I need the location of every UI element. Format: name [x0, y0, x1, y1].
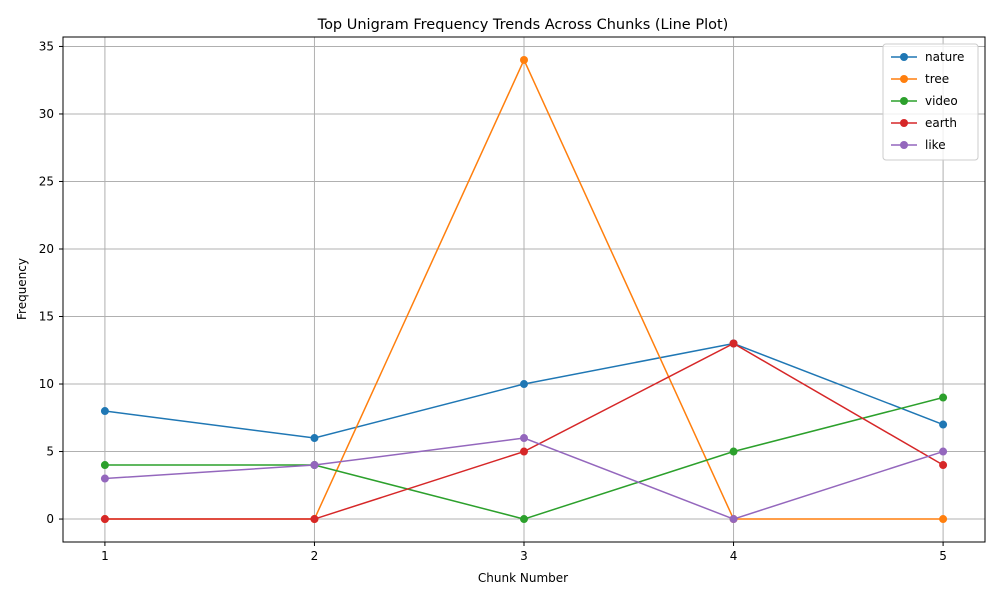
- data-point-earth: [939, 461, 948, 470]
- chart-title: Top Unigram Frequency Trends Across Chun…: [317, 17, 729, 33]
- y-tick-label: 5: [46, 445, 54, 459]
- data-point-tree: [520, 55, 528, 64]
- data-point-tree: [939, 515, 948, 524]
- data-point-earth: [310, 515, 319, 524]
- legend-marker: [900, 141, 908, 149]
- legend-box: [882, 43, 979, 161]
- y-tick-label: 15: [39, 310, 54, 324]
- data-point-like: [939, 447, 948, 456]
- series-group: [100, 55, 948, 524]
- data-point-nature: [520, 380, 528, 389]
- series-like: [100, 434, 948, 524]
- legend-marker: [900, 119, 908, 127]
- data-point-video: [520, 515, 528, 524]
- series-earth: [100, 339, 948, 524]
- data-point-earth: [100, 515, 109, 524]
- legend-label: like: [925, 138, 946, 152]
- x-tick-label: 1: [101, 549, 109, 563]
- x-tick-label: 5: [939, 549, 947, 563]
- x-tick-label: 3: [520, 549, 528, 563]
- legend-item-earth: earth: [891, 116, 957, 130]
- y-tick-label: 10: [39, 377, 54, 391]
- y-tick-label: 30: [39, 107, 54, 121]
- y-tick-label: 20: [39, 242, 54, 256]
- series-video: [100, 393, 948, 524]
- legend: nature tree video earth like: [882, 43, 979, 161]
- y-tick-label: 0: [46, 512, 54, 526]
- data-point-nature: [310, 434, 319, 443]
- data-point-video: [939, 393, 948, 402]
- data-point-like: [100, 474, 109, 483]
- legend-item-like: like: [891, 138, 946, 152]
- data-point-like: [520, 434, 528, 443]
- y-tick-label: 25: [39, 174, 54, 188]
- data-point-earth: [729, 339, 738, 348]
- legend-label: earth: [925, 116, 957, 130]
- axis-ticks: 1 2 3 4 5 0 5 10 15 20 25 30 35: [39, 39, 947, 563]
- legend-item-nature: nature: [891, 50, 964, 64]
- legend-item-tree: tree: [891, 72, 949, 86]
- x-tick-label: 4: [730, 549, 738, 563]
- data-point-video: [100, 461, 109, 470]
- x-tick-label: 2: [311, 549, 319, 563]
- x-axis-label: Chunk Number: [478, 571, 568, 585]
- data-point-like: [729, 515, 738, 524]
- y-tick-label: 35: [39, 39, 54, 53]
- legend-label: tree: [925, 72, 949, 86]
- legend-marker: [900, 75, 908, 83]
- legend-marker: [900, 97, 908, 105]
- legend-label: nature: [925, 50, 964, 64]
- data-point-earth: [520, 447, 528, 456]
- y-axis-label: Frequency: [15, 258, 29, 320]
- legend-item-video: video: [891, 94, 958, 108]
- data-point-video: [729, 447, 738, 456]
- data-point-nature: [100, 407, 109, 416]
- legend-marker: [900, 53, 908, 61]
- data-point-like: [310, 461, 319, 470]
- legend-label: video: [925, 94, 958, 108]
- data-point-nature: [939, 420, 948, 429]
